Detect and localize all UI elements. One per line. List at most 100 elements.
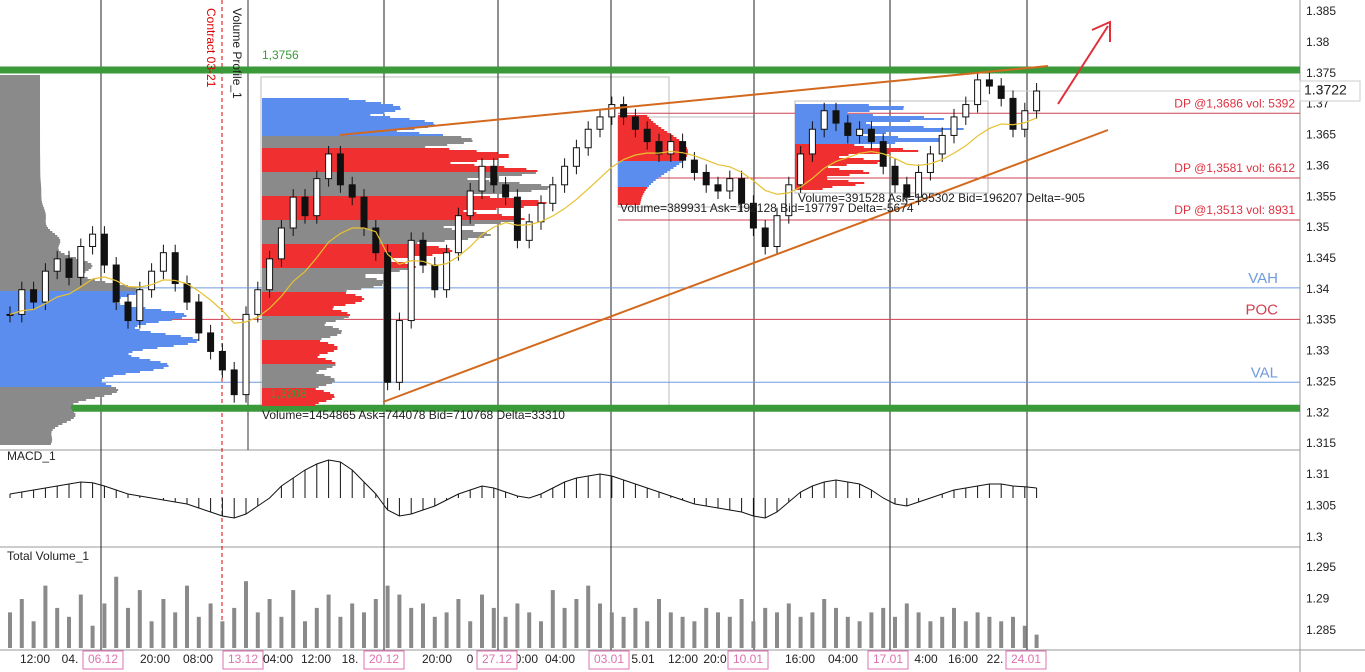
profile-row [262,342,329,344]
profile-row [0,375,114,377]
profile-row [262,118,410,120]
profile-row [0,159,41,161]
profile-row [262,340,321,342]
profile-row [262,132,420,134]
y-tick-label: 1.345 [1306,251,1336,265]
profile-label: Volume Profile_1 [230,8,244,99]
candle [1009,97,1017,130]
profile-row [0,369,154,371]
profile-row [0,307,146,309]
profile-row [795,132,887,134]
profile-row [262,242,418,244]
profile-row [262,152,498,154]
profile-row [262,308,333,310]
profile-row [0,145,41,147]
candle [490,165,498,186]
profile-row [262,366,333,368]
profile-row [0,129,41,131]
profile-row [262,280,384,282]
profile-row [0,257,77,259]
date-box [222,650,264,670]
profile-row [262,218,525,220]
profile-row [795,148,903,150]
candle [915,171,923,198]
profile-row [262,304,346,306]
volume-bar [845,616,850,648]
profile-row [0,77,41,79]
candle [702,171,710,186]
profile-row [618,195,643,197]
profile-row [618,199,642,201]
candle [112,264,120,303]
profile-row [795,188,823,190]
profile-row [618,197,642,199]
y-tick-label: 1.365 [1306,128,1336,142]
profile-row [0,379,101,381]
time-label: 04:00 [828,652,858,666]
profile-row [0,311,176,313]
candle [41,270,49,303]
profile-row [795,182,865,184]
profile-row [262,164,475,166]
profile-row [0,299,116,301]
profile-row [262,240,445,242]
profile-row [262,248,450,250]
profile-row [0,115,41,117]
y-tick-label: 1.385 [1306,4,1336,18]
profile-row [0,297,121,299]
profile-row [262,226,444,228]
volume-bar [279,616,284,648]
volume-bar [78,594,83,648]
profile-row [618,189,646,191]
profile-row [618,183,652,185]
profile-row [262,238,469,240]
candle [313,178,321,217]
y-tick-label: 1.34 [1306,282,1330,296]
candle [974,79,982,106]
candle [454,215,462,254]
candle [726,178,734,192]
profile-row [0,85,41,87]
profile-row [262,98,349,100]
candle [136,289,144,322]
volume-bar [621,616,626,648]
profile-row [262,110,396,112]
profile-stats: Volume=391528 Ask=195302 Bid=196207 Delt… [798,191,1085,205]
profile-row [0,203,43,205]
profile-row [0,259,83,261]
profile-row [0,433,52,435]
volume-bar [397,594,402,648]
volume-bar [727,616,732,648]
profile-row [0,219,46,221]
volume-bar [822,599,827,648]
profile-row [0,151,41,153]
profile-row [262,102,382,104]
marks [6,71,1041,648]
candle [218,350,226,371]
date-box [727,650,769,670]
profile-row [618,173,665,175]
level-label: POC [1245,301,1278,318]
candle [891,165,899,186]
candle [820,110,828,130]
candle [985,79,993,87]
profile-row [618,145,686,147]
candle [572,147,580,167]
profile-row [262,214,502,216]
candle [549,184,557,204]
profile-row [0,141,41,143]
profile-row [0,95,41,97]
profile-row [262,198,519,200]
profile-row [0,329,140,331]
candle [466,190,474,217]
profile-row [0,215,46,217]
time-label: 5.01 [631,652,655,666]
profile-row [262,328,339,330]
labels: Contract 03-21 Volume Profile_1 Volume=1… [7,4,1361,670]
date-box [476,650,518,670]
profile-row [262,228,452,230]
date-label: 27.12 [482,652,512,666]
profile-row [795,124,871,126]
profile-row [262,262,406,264]
volume-bar [786,603,791,648]
